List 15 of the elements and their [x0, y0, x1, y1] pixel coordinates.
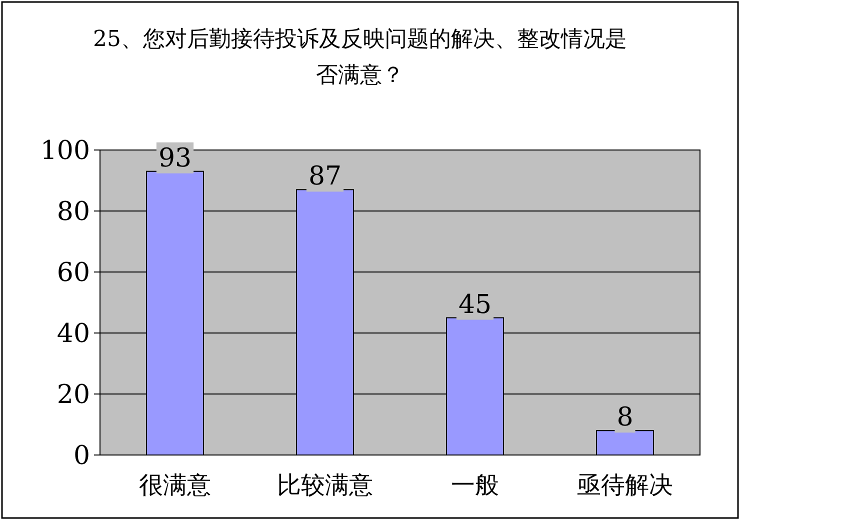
y-tick-label: 80: [56, 197, 90, 227]
y-tick-label: 60: [56, 258, 90, 288]
data-label: 45: [458, 290, 492, 320]
y-tick-label: 0: [73, 441, 90, 471]
x-tick-label: 亟待解决: [577, 471, 673, 499]
y-tick-label: 100: [40, 136, 90, 166]
data-label: 8: [616, 402, 634, 433]
data-label: 87: [308, 162, 342, 192]
chart-title: 25、您对后勤接待投诉及反映问题的解决、整改情况是否满意？: [92, 26, 628, 90]
x-tick-label: 很满意: [139, 471, 211, 499]
x-tick-label: 比较满意: [277, 471, 373, 499]
data-label: 93: [158, 143, 192, 174]
y-tick-label: 40: [56, 319, 90, 349]
y-tick-label: 20: [56, 380, 90, 410]
x-tick-label: 一般: [451, 471, 499, 499]
